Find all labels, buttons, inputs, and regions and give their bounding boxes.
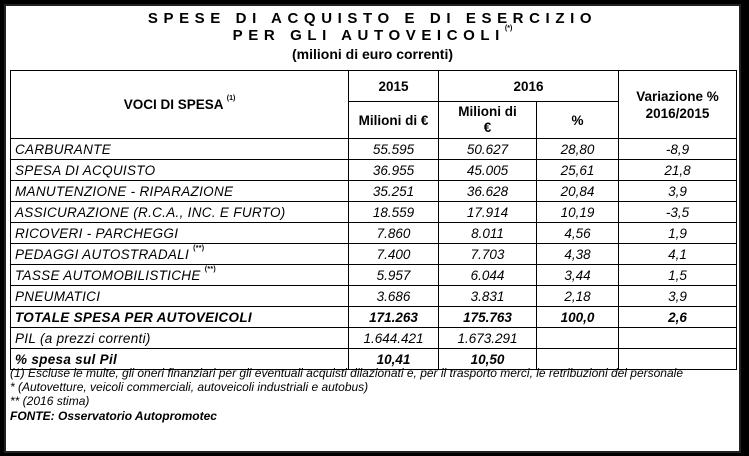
- header-milioni-2015: Milioni di €: [348, 101, 439, 139]
- row-label: TASSE AUTOMOBILISTICHE (**): [10, 264, 349, 286]
- row-label-text: SPESA DI ACQUISTO: [15, 162, 156, 178]
- row-value-2016: 7.703: [438, 243, 537, 265]
- table-row: PNEUMATICI 3.686 3.831 2,18 3,9: [10, 285, 738, 307]
- table-row: SPESA DI ACQUISTO 36.955 45.005 25,61 21,8: [10, 159, 738, 181]
- source-note: FONTE: Osservatorio Autopromotec: [10, 408, 217, 423]
- row-variazione: -3,5: [618, 201, 738, 223]
- row-label-mark: (**): [204, 265, 217, 273]
- header-voci: VOCI DI SPESA (1): [10, 70, 349, 139]
- footnote-3: ** (2016 stima): [10, 394, 90, 409]
- row-variazione: 1,9: [618, 222, 738, 244]
- document-frame: SPESE DI ACQUISTO E DI ESERCIZIO PER GLI…: [4, 4, 741, 453]
- footnote-1: (1) Escluse le multe, gli oneri finanzia…: [10, 366, 683, 380]
- row-value-2015: 55.595: [348, 138, 439, 160]
- row-variazione: 3,9: [618, 180, 738, 202]
- title-line-1: SPESE DI ACQUISTO E DI ESERCIZIO: [147, 10, 598, 27]
- header-2015: 2015: [348, 70, 439, 102]
- row-value-2015: 7.400: [348, 243, 439, 265]
- footnote-2: * (Autovetture, veicoli commerciali, aut…: [10, 380, 369, 395]
- totale-2016: 175.763: [438, 306, 537, 328]
- row-label-mark: (**): [193, 244, 205, 252]
- row-label: RICOVERI - PARCHEGGI: [10, 222, 349, 244]
- table-row: MANUTENZIONE - RIPARAZIONE 35.251 36.628 20…: [10, 180, 738, 202]
- totale-label: TOTALE SPESA PER AUTOVEICOLI: [10, 306, 349, 328]
- totale-2015: 171.263: [348, 306, 439, 328]
- row-pct: 4,38: [535, 243, 620, 265]
- row-variazione: 21,8: [618, 159, 738, 181]
- spesa-pil-pct-empty: [535, 348, 620, 370]
- title-line-2: PER GLI AUTOVEICOLI(*): [6, 25, 739, 44]
- pil-var-empty: [618, 327, 738, 349]
- row-variazione: 3,9: [618, 285, 738, 307]
- table-row: PEDAGGI AUTOSTRADALI (**) 7.400 7.703 4,38 4…: [10, 243, 738, 265]
- row-value-2016: 3.831: [438, 285, 537, 307]
- row-value-2015: 35.251: [348, 180, 439, 202]
- pil-2016: 1.673.291: [438, 327, 537, 349]
- row-label-text: ASSICURAZIONE (R.C.A., INC. E FURTO): [15, 204, 286, 220]
- row-pct: 4,56: [535, 222, 620, 244]
- row-value-2015: 3.686: [348, 285, 439, 307]
- spesa-pil-label: % spesa sul Pil: [10, 348, 349, 370]
- row-value-2016: 6.044: [438, 264, 537, 286]
- header-2016: 2016: [437, 70, 620, 102]
- table-row: TASSE AUTOMOBILISTICHE (**) 5.957 6.044 3,4…: [10, 264, 738, 286]
- row-value-2015: 18.559: [348, 201, 439, 223]
- row-label: MANUTENZIONE - RIPARAZIONE: [10, 180, 349, 202]
- row-variazione: 1,5: [618, 264, 738, 286]
- footnotes: (1) Escluse le multe, gli oneri finanzia…: [10, 366, 732, 423]
- row-label: ASSICURAZIONE (R.C.A., INC. E FURTO): [10, 201, 349, 223]
- row-pct: 2,18: [535, 285, 620, 307]
- row-label: CARBURANTE: [10, 138, 349, 160]
- totale-pct: 100,0: [535, 306, 620, 328]
- row-variazione: 4,1: [618, 243, 738, 265]
- row-pct: 25,61: [535, 159, 620, 181]
- row-value-2016: 45.005: [438, 159, 537, 181]
- row-value-2015: 7.860: [348, 222, 439, 244]
- row-pct: 28,80: [535, 138, 620, 160]
- row-label: PEDAGGI AUTOSTRADALI (**): [10, 243, 349, 265]
- pil-2015: 1.644.421: [348, 327, 439, 349]
- table-row: ASSICURAZIONE (R.C.A., INC. E FURTO) 18.5…: [10, 201, 738, 223]
- row-value-2016: 8.011: [438, 222, 537, 244]
- header-milioni-2016: Milioni di €: [438, 101, 537, 139]
- row-label-text: TASSE AUTOMOBILISTICHE: [15, 267, 201, 283]
- row-value-2016: 50.627: [438, 138, 537, 160]
- row-label-text: PNEUMATICI: [15, 288, 101, 304]
- row-label: PNEUMATICI: [10, 285, 349, 307]
- table-row-spesa-pil: % spesa sul Pil 10,41 10,50: [10, 348, 738, 370]
- row-label-text: CARBURANTE: [15, 141, 112, 157]
- table-row: RICOVERI - PARCHEGGI 7.860 8.011 4,56 1,9: [10, 222, 738, 244]
- table-row-pil: PIL (a prezzi correnti) 1.644.421 1.673.…: [10, 327, 738, 349]
- row-value-2016: 36.628: [438, 180, 537, 202]
- header-voci-mark: (1): [226, 95, 236, 102]
- title-line-2-text: PER GLI AUTOVEICOLI: [232, 27, 505, 44]
- table-row-totale: TOTALE SPESA PER AUTOVEICOLI 171.263 175…: [10, 306, 738, 328]
- header-pct: %: [535, 101, 620, 139]
- row-pct: 20,84: [535, 180, 620, 202]
- pil-pct-empty: [535, 327, 620, 349]
- table-row: CARBURANTE 55.595 50.627 28,80 -8,9: [10, 138, 738, 160]
- row-value-2016: 17.914: [438, 201, 537, 223]
- row-value-2015: 5.957: [348, 264, 439, 286]
- row-pct: 3,44: [535, 264, 620, 286]
- row-value-2015: 36.955: [348, 159, 439, 181]
- title-footnote-mark: (*): [504, 25, 513, 32]
- row-pct: 10,19: [535, 201, 620, 223]
- spesa-pil-var-empty: [618, 348, 738, 370]
- totale-var: 2,6: [618, 306, 738, 328]
- row-variazione: -8,9: [618, 138, 738, 160]
- header-variazione: Variazione % 2016/2015: [618, 70, 738, 139]
- row-label-text: RICOVERI - PARCHEGGI: [15, 225, 179, 241]
- row-label: SPESA DI ACQUISTO: [10, 159, 349, 181]
- spesa-pil-2016: 10,50: [438, 348, 537, 370]
- pil-label: PIL (a prezzi correnti): [10, 327, 349, 349]
- row-label-text: MANUTENZIONE - RIPARAZIONE: [15, 183, 234, 199]
- spese-table: VOCI DI SPESA (1) 2015 2016 Variazione %…: [10, 70, 738, 370]
- title-line-3: (milioni di euro correnti): [291, 46, 453, 62]
- row-label-text: PEDAGGI AUTOSTRADALI: [15, 246, 190, 262]
